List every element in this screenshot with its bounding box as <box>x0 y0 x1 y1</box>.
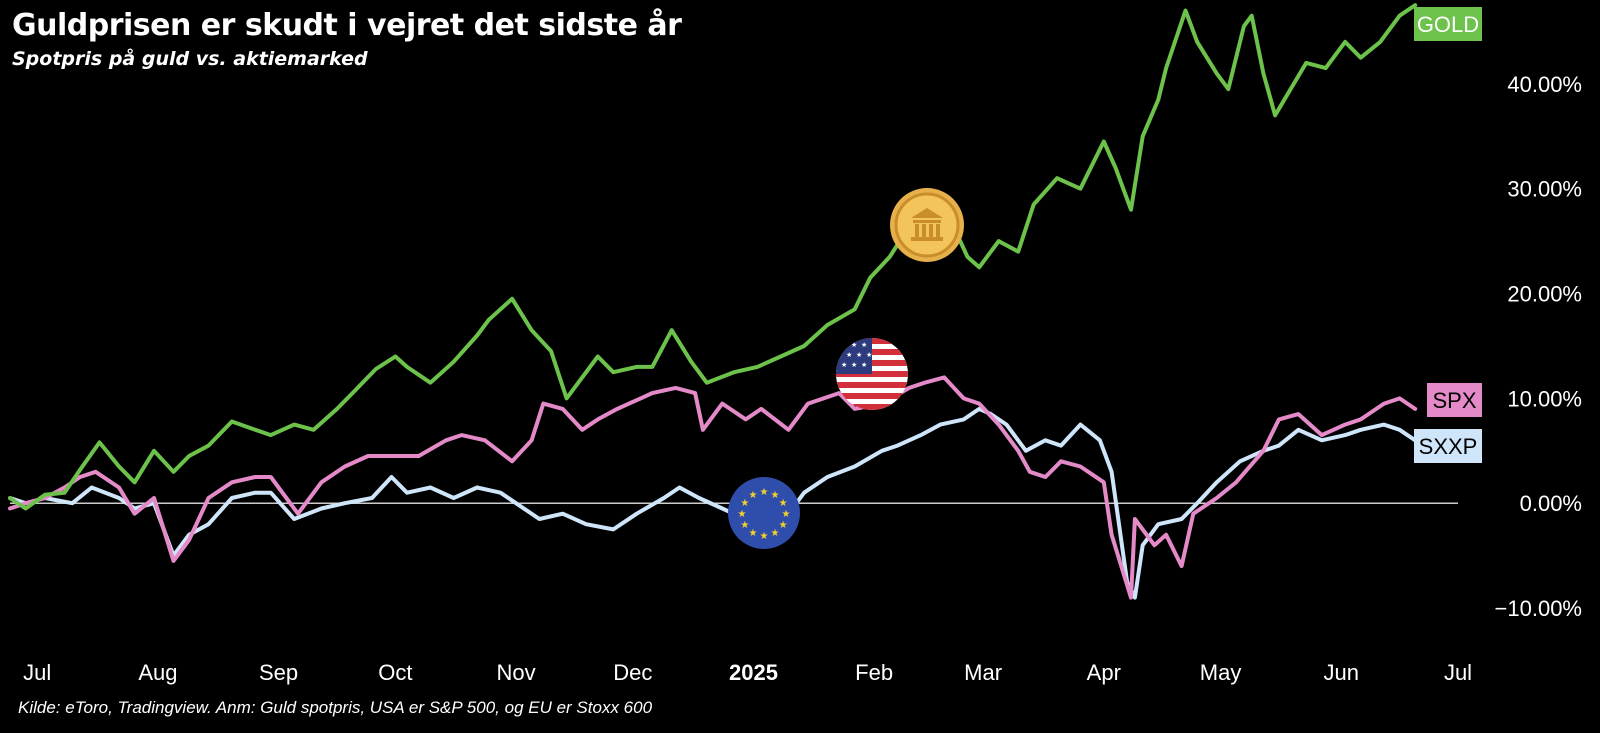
y-tick-label: −10.00% <box>1495 596 1582 621</box>
svg-text:★: ★ <box>866 351 872 359</box>
svg-text:★: ★ <box>861 341 867 349</box>
y-axis: −10.00% 0.00% 10.00% 20.00% 30.00% 40.00% <box>1495 72 1582 621</box>
series-line-spx <box>8 375 1418 600</box>
svg-text:★: ★ <box>749 528 758 539</box>
x-tick-label: Jul <box>1444 660 1472 685</box>
end-label-text: GOLD <box>1417 12 1479 37</box>
svg-text:★: ★ <box>779 520 788 531</box>
svg-text:★: ★ <box>760 487 769 498</box>
svg-text:★: ★ <box>771 490 780 501</box>
svg-text:★: ★ <box>779 498 788 509</box>
series-line-gold <box>8 3 1418 511</box>
y-tick-label: 40.00% <box>1507 72 1582 97</box>
page-title: Guldprisen er skudt i vejret det sidste … <box>12 8 682 43</box>
source-note: Kilde: eToro, Tradingview. Anm: Guld spo… <box>18 698 653 717</box>
svg-text:★: ★ <box>740 520 749 531</box>
svg-text:★: ★ <box>760 531 769 542</box>
end-label-text: SPX <box>1432 388 1476 413</box>
svg-text:★: ★ <box>851 341 857 349</box>
x-tick-label: Oct <box>378 660 412 685</box>
x-tick-label: Nov <box>496 660 535 685</box>
y-tick-label: 10.00% <box>1507 386 1582 411</box>
x-axis: Jul Aug Sep Oct Nov Dec 2025 Feb Mar Apr May Jun Jul <box>23 660 1472 685</box>
svg-text:★: ★ <box>841 361 847 369</box>
svg-text:★: ★ <box>740 498 749 509</box>
page-subtitle: Spotpris på guld vs. aktiemarked <box>12 48 368 70</box>
bank-coin-icon <box>890 188 964 262</box>
x-tick-label: Apr <box>1087 660 1121 685</box>
x-tick-label: Mar <box>964 660 1002 685</box>
svg-text:★: ★ <box>861 361 867 369</box>
us-flag-icon: ★★★ ★★★ ★★★ <box>836 338 908 410</box>
x-tick-label: May <box>1200 660 1242 685</box>
end-label-gold: GOLD <box>1414 7 1482 41</box>
x-tick-label: 2025 <box>729 660 778 685</box>
svg-text:★: ★ <box>738 509 747 520</box>
svg-text:★: ★ <box>851 361 857 369</box>
end-label-spx: SPX <box>1427 383 1482 417</box>
x-tick-label: Jun <box>1323 660 1358 685</box>
x-tick-label: Aug <box>138 660 177 685</box>
x-tick-label: Feb <box>855 660 893 685</box>
eu-flag-icon: ★ ★★★★★★★★★★★ <box>728 477 800 549</box>
svg-text:★: ★ <box>771 528 780 539</box>
x-tick-label: Sep <box>259 660 298 685</box>
x-tick-label: Jul <box>23 660 51 685</box>
y-tick-label: 20.00% <box>1507 282 1582 307</box>
x-tick-label: Dec <box>613 660 652 685</box>
end-label-text: SXXP <box>1419 434 1478 459</box>
end-labels: GOLD SPX SXXP <box>1414 7 1482 463</box>
svg-text:★: ★ <box>856 351 862 359</box>
end-label-sxxp: SXXP <box>1414 429 1482 463</box>
y-tick-label: 0.00% <box>1520 491 1582 516</box>
svg-text:★: ★ <box>846 351 852 359</box>
y-tick-label: 30.00% <box>1507 177 1582 202</box>
svg-text:★: ★ <box>782 509 791 520</box>
svg-text:★: ★ <box>749 490 758 501</box>
